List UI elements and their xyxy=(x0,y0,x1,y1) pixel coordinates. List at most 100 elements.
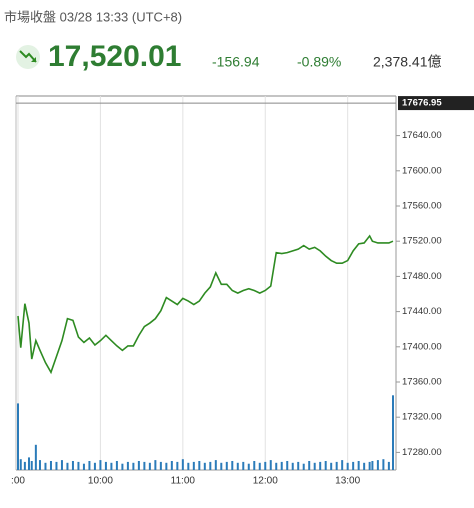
volume-bar xyxy=(165,462,168,470)
volume-bar xyxy=(93,462,96,470)
volume-bar xyxy=(17,403,19,470)
x-tick-label: 10:00 xyxy=(88,476,113,487)
volume-bar xyxy=(143,461,146,470)
volume-bar xyxy=(264,461,267,470)
trend-icon xyxy=(16,45,40,69)
volume-bar xyxy=(302,463,305,470)
volume-bar xyxy=(363,462,366,470)
volume-bar xyxy=(286,461,289,470)
volume-bar xyxy=(71,461,74,470)
volume-bar xyxy=(387,461,390,470)
x-tick-label: 13:00 xyxy=(335,476,360,487)
reference-box xyxy=(398,96,474,111)
trend-arrow-head xyxy=(31,57,36,62)
volume-bar xyxy=(82,463,85,470)
volume-bar xyxy=(220,462,223,470)
y-tick-label: 17560.00 xyxy=(402,201,442,212)
volume-bar xyxy=(253,461,256,470)
volume-bar xyxy=(121,463,124,470)
volume-bar xyxy=(49,461,52,470)
status: 市場收盤 03/28 13:33 (UTC+8) xyxy=(4,9,182,24)
volume-bar xyxy=(269,460,272,470)
y-tick-label: 17600.00 xyxy=(402,165,442,176)
volume-bar xyxy=(242,461,245,470)
x-tick-label: 11:00 xyxy=(171,476,196,487)
volume-bar xyxy=(209,461,212,470)
volume-bar xyxy=(88,461,91,470)
volume-bar xyxy=(148,462,151,470)
volume-bar xyxy=(275,462,278,470)
trend-arrow xyxy=(19,50,37,63)
volume-bar xyxy=(187,462,190,470)
y-tick-label: 17360.00 xyxy=(402,377,442,388)
volume-bar xyxy=(159,461,162,470)
volume-bar xyxy=(38,460,41,470)
volume-bar xyxy=(77,461,80,470)
volume-bar xyxy=(55,461,58,470)
volume-bar xyxy=(176,461,179,470)
change: -156.94 xyxy=(212,54,260,70)
change-pct: -0.89% xyxy=(297,54,341,70)
y-tick-label: 17440.00 xyxy=(402,306,442,317)
volume-bar xyxy=(368,461,371,470)
volume-bar xyxy=(376,460,379,470)
volume-bar xyxy=(258,462,261,470)
volume-bar xyxy=(357,461,360,470)
reference-label: 17676.95 xyxy=(402,98,442,109)
volume-bar xyxy=(60,460,63,470)
volume-bar xyxy=(392,395,394,470)
volume-bar xyxy=(115,461,118,470)
volume-bar xyxy=(247,463,250,470)
volume-bar xyxy=(30,461,33,470)
volume-bar xyxy=(214,460,217,470)
volume-bar xyxy=(308,461,311,470)
volume-bar xyxy=(280,461,283,470)
x-tick-label: 12:00 xyxy=(253,476,278,487)
price-line xyxy=(17,234,394,375)
volume-bar xyxy=(231,461,234,470)
price: 17,520.01 xyxy=(48,40,181,73)
volume-bar xyxy=(110,462,113,470)
volume-bar xyxy=(170,461,173,470)
y-tick-label: 17280.00 xyxy=(402,447,442,458)
volume-bar xyxy=(335,461,338,470)
volume-bar xyxy=(203,462,206,470)
volume-bar xyxy=(181,459,184,470)
volume-bar xyxy=(198,461,201,470)
x-tick-label: :00 xyxy=(11,476,25,487)
volume-bar xyxy=(137,461,140,470)
volume-bar xyxy=(371,461,374,470)
volume-bar xyxy=(44,462,47,470)
volume-bar xyxy=(352,461,355,470)
y-tick-label: 17520.00 xyxy=(402,236,442,247)
volume-bar xyxy=(324,461,327,470)
volume-bar xyxy=(341,460,344,470)
volume-bar xyxy=(236,462,239,470)
y-tick-label: 17400.00 xyxy=(402,341,442,352)
volume-bar xyxy=(66,462,69,470)
turnover: 2,378.41億 xyxy=(373,54,442,70)
y-tick-label: 17480.00 xyxy=(402,271,442,282)
volume-bar xyxy=(99,460,102,470)
volume-bar xyxy=(23,461,26,470)
volume-bar xyxy=(27,457,30,470)
volume-bar xyxy=(132,462,135,470)
volume-bar xyxy=(346,462,349,470)
volume-bar xyxy=(382,459,385,470)
volume-bar xyxy=(192,461,195,470)
volume-bar xyxy=(319,461,322,470)
volume-bar xyxy=(225,461,228,470)
volume-bar xyxy=(154,460,157,470)
volume-bar xyxy=(34,444,37,470)
y-tick-label: 17320.00 xyxy=(402,412,442,423)
y-tick-label: 17640.00 xyxy=(402,130,442,141)
volume-bar xyxy=(297,461,300,470)
volume-bar xyxy=(291,462,294,470)
volume-bar xyxy=(104,461,107,470)
volume-bar xyxy=(19,459,22,470)
volume-bar xyxy=(330,462,333,470)
volume-bar xyxy=(313,462,316,470)
volume-bar xyxy=(126,461,129,470)
